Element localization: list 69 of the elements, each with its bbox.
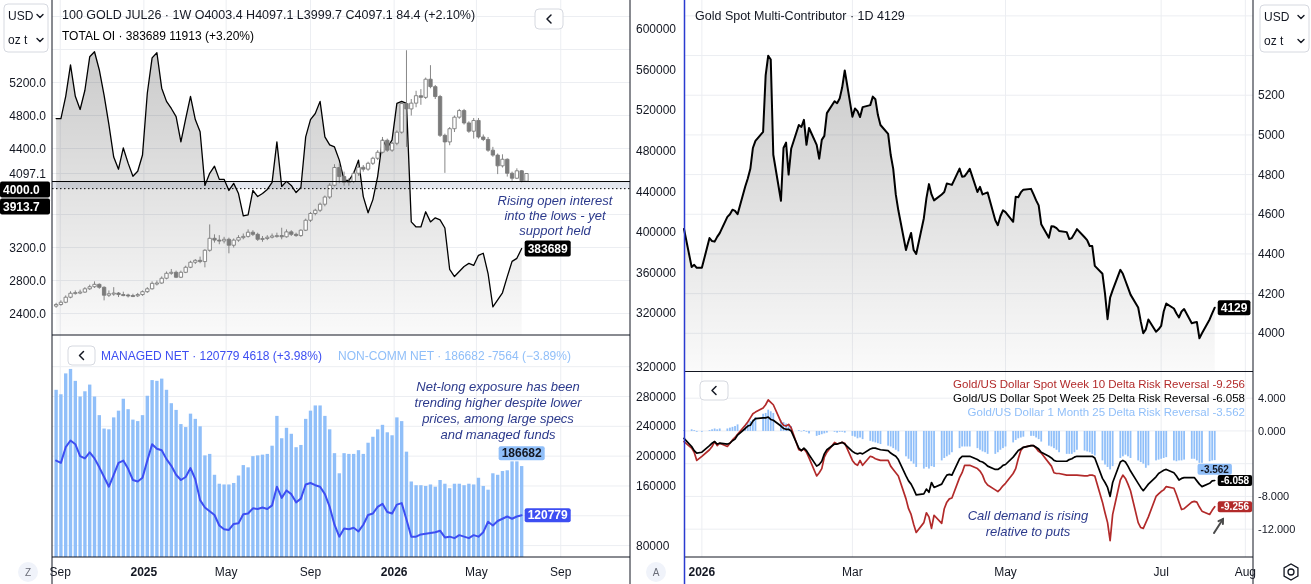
y-tick-label: 4400.0 [9, 141, 47, 156]
y-tick-label: 280000 [636, 389, 677, 404]
y-tick-label: 0.000 [1258, 424, 1286, 437]
text: Gold Spot Multi-Contributor · 1D 4129 [695, 9, 905, 23]
y-tick-label: 2800.0 [9, 273, 47, 288]
y-tick-label: -12.000 [1258, 523, 1296, 536]
x-tick-label: 2026 [380, 565, 408, 579]
text: USD [8, 9, 34, 23]
data-label: 4129 [1220, 300, 1248, 315]
data-label: 120779 [527, 508, 569, 523]
y-tick-label: 240000 [636, 419, 677, 434]
x-tick-label: Aug [1234, 565, 1257, 579]
y-tick-label: 4400 [1258, 246, 1286, 261]
text: A [652, 566, 660, 578]
y-tick-label: 4.000 [1258, 392, 1286, 405]
text: Z [24, 566, 32, 578]
y-tick-label: 5200.0 [9, 75, 47, 90]
legend-label: TOTAL OI · 383689 11913 (+3.20%) [62, 29, 254, 43]
y-tick-label: 3200.0 [9, 240, 47, 255]
y2-tick-label: 440000 [636, 184, 677, 199]
data-label: 186682 [501, 446, 543, 461]
ref-line-label: 3913.7 [3, 199, 41, 214]
y-tick-label: -8.000 [1258, 490, 1290, 503]
text: oz t [8, 33, 29, 47]
y-tick-label: 4800 [1258, 167, 1286, 182]
y-tick-label: 200000 [636, 449, 677, 464]
annotation: Net-long exposure has been trending higher despite lower prices, among large specs and managed funds [414, 378, 583, 442]
y-tick-label: 4000 [1258, 326, 1286, 341]
data-label: -6.058 [1220, 475, 1250, 487]
y-tick-label: 5200 [1258, 88, 1286, 103]
y-tick-label: 4097.1 [9, 166, 47, 181]
data-label: -3.562 [1200, 463, 1230, 475]
annotation: Call demand is rising relative to puts [967, 507, 1090, 539]
x-tick-label: Sep [299, 565, 322, 579]
y-tick-label: 160000 [636, 478, 677, 493]
x-tick-label: May [214, 565, 238, 579]
y2-tick-label: 520000 [636, 103, 677, 118]
x-tick-label: Jul [1153, 565, 1169, 579]
x-tick-label: 2026 [688, 565, 716, 579]
annotation: Rising open interest into the lows - yet support held [497, 192, 614, 238]
text: MANAGED NET · 120779 4618 (+3.98%) [101, 349, 322, 363]
text: NON-COMM NET · 186682 -7564 (−3.89%) [338, 349, 571, 363]
ref-line-label: 4000.0 [3, 182, 41, 197]
y2-tick-label: 560000 [636, 62, 677, 77]
y-tick-label: 5000 [1258, 127, 1286, 142]
y-tick-label: 4600 [1258, 207, 1286, 222]
text: 100 GOLD JUL26 · 1W O4003.4 H4097.1 L3999.7 C4097.1 84.4 (+2.10%) [62, 8, 476, 22]
y2-tick-label: 360000 [636, 265, 677, 280]
y-tick-label: 80000 [636, 538, 670, 553]
x-tick-label: 2025 [130, 565, 158, 579]
series-label: Gold/US Dollar 1 Month 25 Delta Risk Reversal -3.562 [967, 406, 1245, 418]
text: USD [1264, 10, 1290, 24]
text: oz t [1264, 34, 1285, 48]
y2-tick-label: 400000 [636, 225, 677, 240]
text: Gold/US Dollar Spot Week 25 Delta Risk Reversal -6.058 [953, 392, 1245, 404]
y-tick-label: 4200 [1258, 286, 1286, 301]
x-tick-label: May [465, 565, 488, 579]
y-tick-label: 4800.0 [9, 108, 47, 123]
y2-tick-label: 600000 [636, 22, 677, 37]
text: Gold/US Dollar Spot Week 10 Delta Risk Reversal -9.256 [953, 378, 1245, 390]
data-label: 383689 [527, 241, 569, 256]
y-tick-label: 2400.0 [9, 306, 47, 321]
y-tick-label: 320000 [636, 359, 677, 374]
y2-tick-label: 480000 [636, 143, 677, 158]
x-tick-label: Mar [842, 565, 863, 579]
x-tick-label: May [994, 565, 1017, 579]
data-label: -9.256 [1220, 501, 1250, 513]
x-tick-label: Sep [49, 565, 72, 579]
x-tick-label: Sep [550, 565, 572, 579]
